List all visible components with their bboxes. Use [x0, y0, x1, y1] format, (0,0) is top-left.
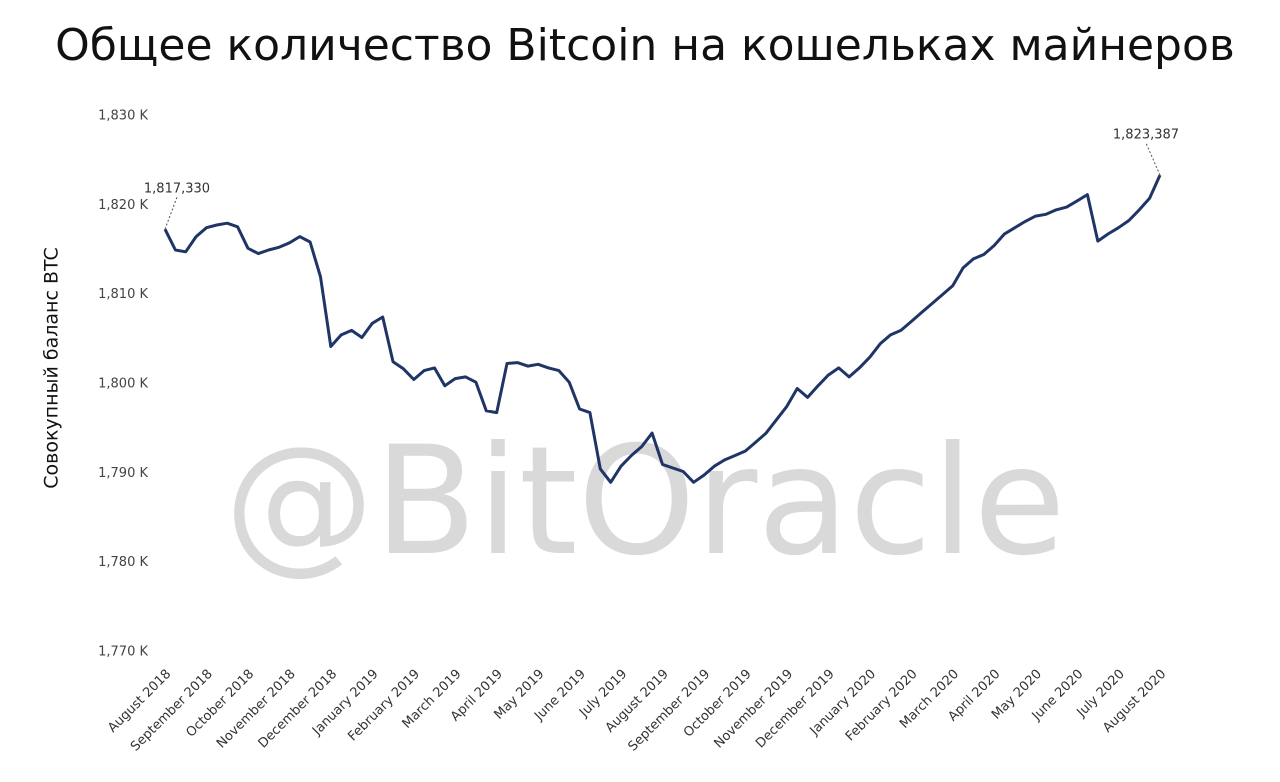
- chart-title: Общее количество Bitcoin на кошельках ма…: [55, 20, 1235, 71]
- x-tick-label: February 2020: [843, 667, 921, 745]
- annotation-leader: [164, 197, 178, 230]
- annotation-leader: [1145, 142, 1161, 176]
- y-tick-label: 1,830 K: [98, 109, 148, 124]
- x-tick-label: February 2019: [345, 667, 423, 745]
- y-tick-label: 1,790 K: [98, 466, 148, 481]
- y-tick-label: 1,800 K: [98, 377, 148, 392]
- y-axis-label: Совокупный баланс BTC: [41, 247, 63, 489]
- data-label: 1,823,387: [1113, 128, 1179, 143]
- line: [163, 174, 1162, 484]
- y-tick-label: 1,770 K: [98, 645, 148, 660]
- y-tick-label: 1,780 K: [98, 555, 148, 570]
- y-tick-label: 1,820 K: [98, 198, 148, 213]
- data-label: 1,817,330: [144, 182, 210, 197]
- y-tick-label: 1,810 K: [98, 287, 148, 302]
